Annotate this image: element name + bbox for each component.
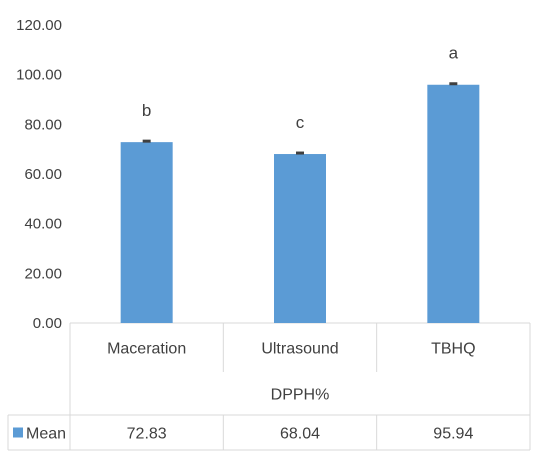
bars-layer: b c a [120,44,480,324]
bar [427,84,480,324]
bar [274,154,326,323]
legend-key [13,427,23,438]
data-table-value: 95.94 [433,426,473,443]
bar [120,142,173,323]
data-table-value: 68.04 [280,426,320,443]
y-tick-label: 0.00 [33,315,62,332]
y-tick-label: 80.00 [24,116,62,133]
significance-letter: c [296,113,305,132]
y-tick-label: 20.00 [24,265,62,282]
data-table: Maceration Ultrasound TBHQ DPPH% Mean 72.83 68… [7,323,531,451]
y-tick-label: 60.00 [24,166,62,183]
y-tick-label: 120.00 [16,17,62,34]
category-label: TBHQ [431,341,475,358]
legend-label: Mean [26,426,66,443]
y-tick-label: 100.00 [16,67,62,84]
significance-letter: a [449,44,459,63]
data-table-value: 72.83 [127,426,167,443]
significance-letter: b [142,101,151,120]
category-label: Maceration [107,341,186,358]
group-label: DPPH% [271,387,330,404]
y-tick-label: 40.00 [24,216,62,233]
category-label: Ultrasound [261,341,338,358]
